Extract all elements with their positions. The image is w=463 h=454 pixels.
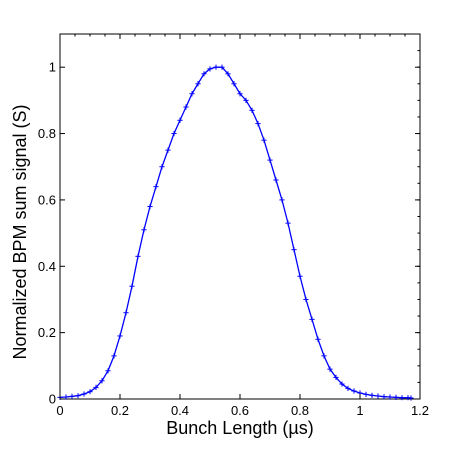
- data-point: [225, 71, 231, 77]
- data-point: [117, 333, 123, 339]
- series-line: [59, 66, 412, 399]
- data-point: [333, 374, 339, 381]
- data-point: [111, 353, 117, 359]
- data-point: [99, 378, 105, 384]
- data-point: [207, 66, 213, 72]
- data-point: [363, 391, 369, 397]
- data-point: [123, 310, 129, 316]
- y-tick-label: 0.4: [38, 259, 56, 274]
- data-point: [213, 64, 219, 70]
- data-point: [321, 353, 327, 359]
- data-point: [375, 393, 381, 399]
- data-point: [75, 393, 81, 399]
- data-point: [261, 137, 267, 143]
- data-point: [273, 177, 279, 183]
- tick-labels: 0 0.2 0.4 0.6 0.8 1 1.2 0 0.2 0.4 0.6 0.8 1: [38, 60, 429, 418]
- data-point: [69, 393, 75, 399]
- data-point: [129, 283, 135, 289]
- data-point: [399, 395, 405, 401]
- data-point: [351, 388, 357, 394]
- y-tick-label: 0.8: [38, 126, 56, 141]
- data-point: [189, 91, 195, 97]
- data-point: [87, 389, 93, 395]
- data-point: [159, 164, 165, 170]
- data-point: [291, 247, 297, 253]
- data-point: [297, 273, 303, 279]
- data-point: [408, 395, 414, 401]
- y-tick-label: 0.6: [38, 192, 56, 207]
- data-point: [93, 384, 99, 390]
- data-point: [255, 120, 261, 127]
- data-point: [81, 391, 87, 397]
- data-point: [105, 368, 111, 374]
- data-point: [237, 91, 243, 97]
- data-point: [195, 81, 201, 87]
- x-tick-label: 0.6: [231, 403, 249, 418]
- data-point: [201, 71, 207, 77]
- data-point: [219, 64, 225, 70]
- data-point: [183, 104, 189, 110]
- data-point: [309, 316, 315, 322]
- data-point: [147, 203, 153, 210]
- x-tick-label: 0.2: [111, 403, 129, 418]
- x-tick-label: 0.4: [171, 403, 189, 418]
- y-tick-label: 0: [49, 392, 56, 407]
- data-point: [63, 394, 69, 400]
- x-tick-label: 0: [56, 403, 63, 418]
- data-point: [171, 130, 177, 137]
- data-point: [279, 197, 285, 203]
- data-point: [369, 392, 375, 398]
- axes-frame: [59, 33, 421, 400]
- data-point: [267, 157, 273, 163]
- data-point: [315, 336, 321, 342]
- data-point: [345, 385, 351, 391]
- data-point: [141, 227, 147, 233]
- y-axis-title: Normalized BPM sum signal (S): [10, 104, 30, 359]
- data-point: [327, 366, 333, 372]
- data-point: [387, 394, 393, 400]
- data-point: [231, 81, 237, 87]
- x-axis-title: Bunch Length (µs): [166, 418, 313, 438]
- x-tick-label: 1.2: [411, 403, 429, 418]
- data-point: [165, 147, 171, 153]
- data-point: [285, 220, 291, 226]
- plot-area: [57, 33, 421, 401]
- x-tick-label: 0.8: [291, 403, 309, 418]
- data-point: [177, 117, 183, 123]
- data-point: [249, 107, 255, 113]
- axis-ticks: [59, 33, 421, 400]
- x-tick-label: 1: [356, 403, 363, 418]
- data-point: [303, 296, 309, 303]
- y-tick-label: 0.2: [38, 325, 56, 340]
- data-point: [381, 394, 387, 400]
- data-point: [135, 253, 141, 259]
- data-point: [393, 394, 399, 400]
- data-point: [153, 184, 159, 190]
- data-point: [243, 97, 249, 103]
- data-point: [339, 381, 345, 387]
- y-tick-label: 1: [49, 60, 56, 75]
